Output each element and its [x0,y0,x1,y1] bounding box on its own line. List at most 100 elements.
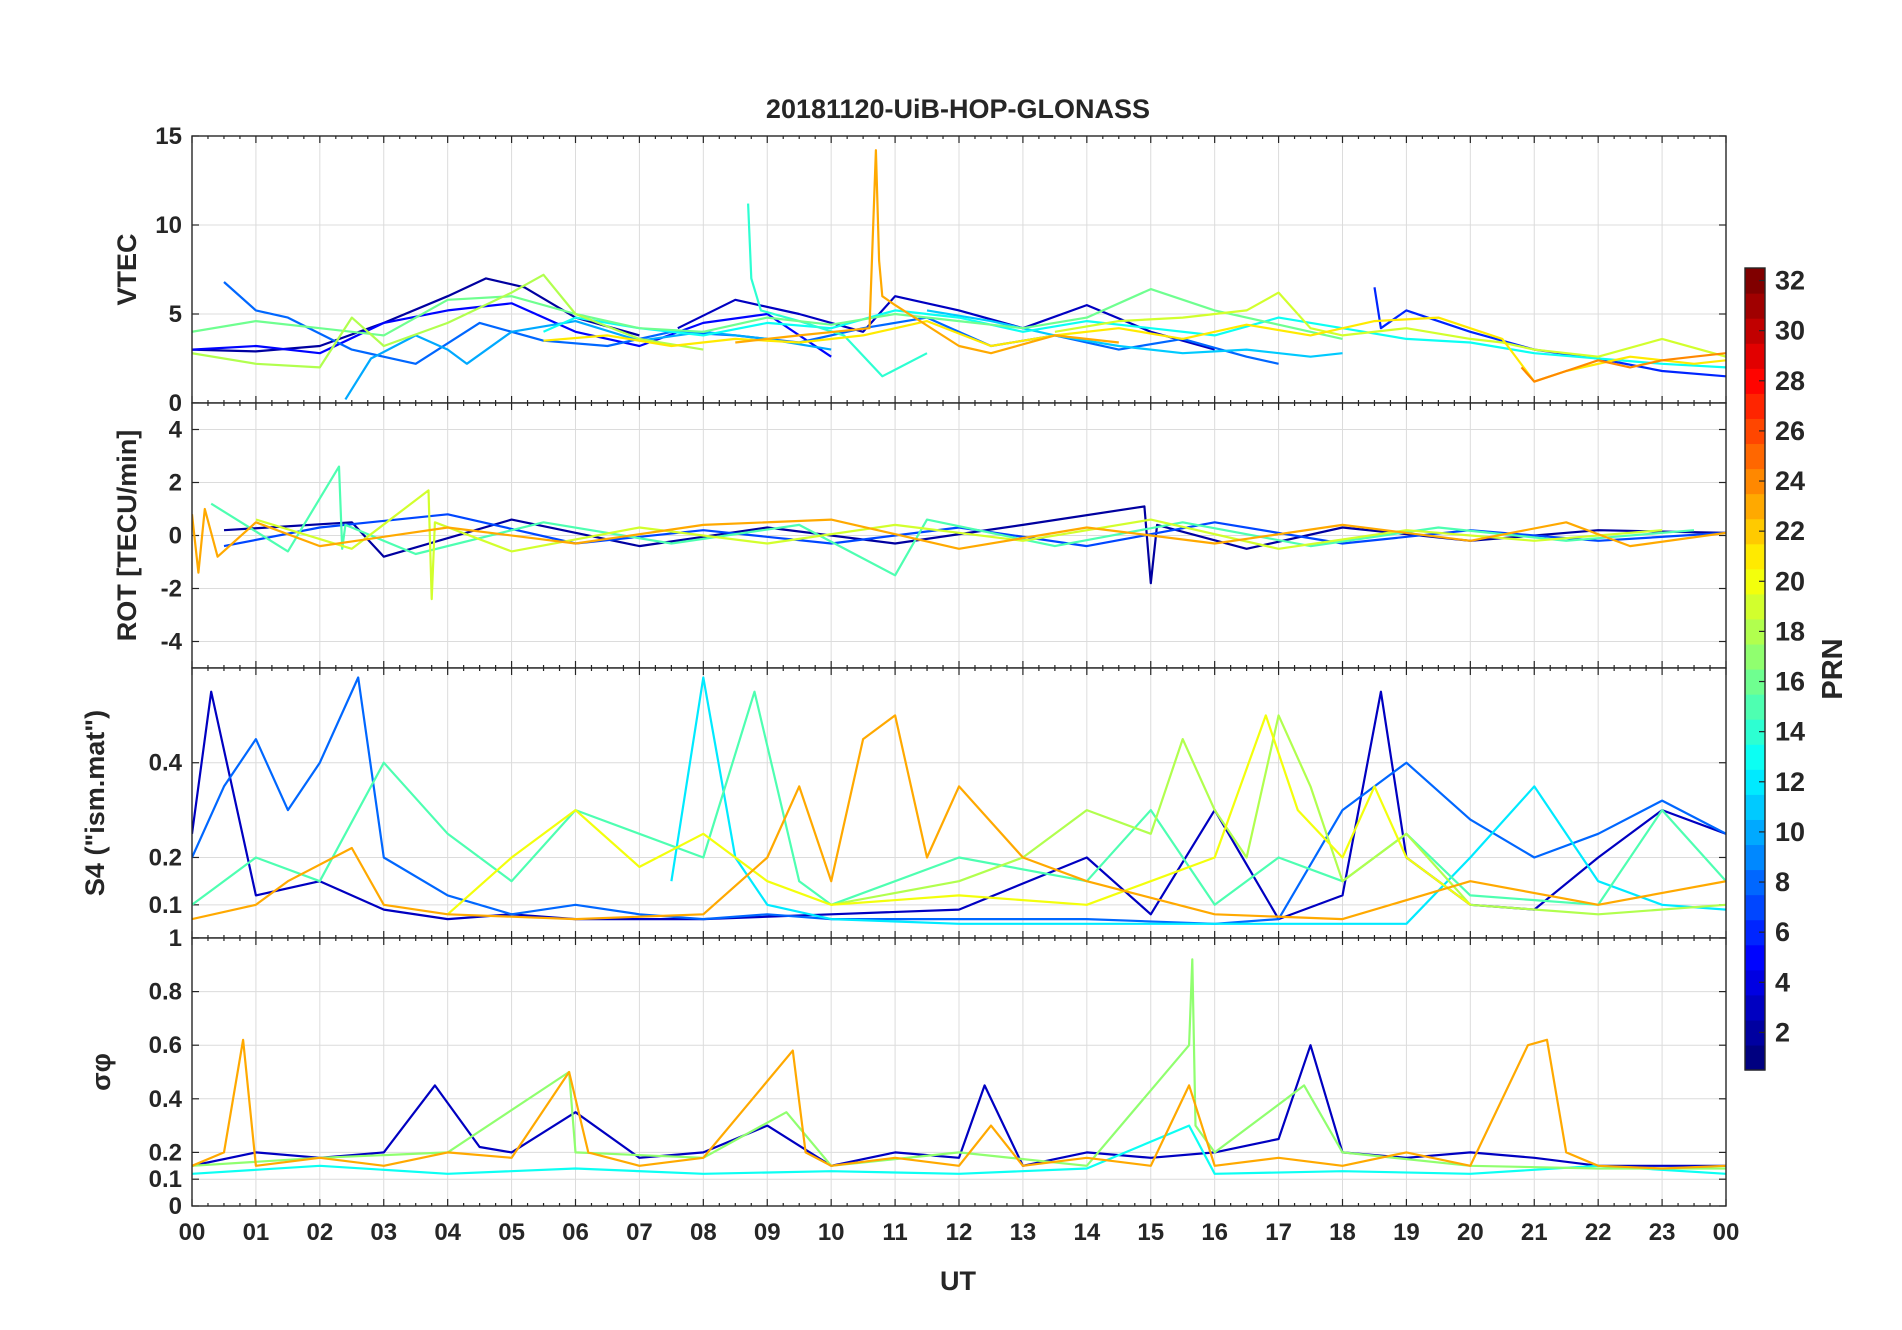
colorbar-segment [1745,443,1765,470]
colorbar-segment [1745,643,1765,670]
colorbar-tick-label: 2 [1775,1017,1790,1047]
colorbar-tick-label: 24 [1775,466,1805,496]
y-tick-label: 15 [155,123,182,150]
colorbar-tick-label: 10 [1775,817,1805,847]
colorbar-tick-label: 8 [1775,867,1790,897]
series-group [192,149,1726,400]
y-axis-label: σφ [86,1053,116,1091]
series-line-prn-16 [192,288,1343,340]
x-axis-label: UT [940,1266,976,1296]
series-line-prn-13 [192,1124,1726,1175]
series-line-prn-19 [1054,291,1726,358]
series-line-prn-12 [670,676,1726,925]
y-tick-label: 0.4 [149,750,183,777]
x-tick-label: 00 [179,1219,206,1246]
colorbar-segment [1745,894,1765,921]
y-tick-label: 10 [155,212,182,239]
colorbar-tick-label: 32 [1775,266,1805,296]
x-tick-label: 14 [1073,1219,1100,1246]
colorbar-tick-label: 26 [1775,416,1805,446]
series-line-prn-11 [926,309,1343,358]
y-tick-label: 0.4 [149,1086,183,1113]
y-tick-label: 1 [169,925,182,952]
colorbar-segment [1745,393,1765,419]
colorbar-segment [1745,368,1765,394]
colorbar-tick-label: 28 [1775,366,1805,396]
series-line-prn-23 [192,1038,1726,1170]
x-tick-label: 01 [243,1219,270,1246]
x-tick-label: 08 [690,1219,717,1246]
panel-s4: 0.1 0.2 0.4 S4 ("ism.mat") [80,667,1727,939]
x-tick-label: 19 [1393,1219,1420,1246]
y-tick-label: 4 [169,417,183,444]
series-line-prn-18 [831,714,1726,916]
x-tick-label: 17 [1265,1219,1292,1246]
series-line-prn-15 [192,690,1726,906]
series-line-prn-23 [735,149,1119,355]
x-tick-label: 20 [1457,1219,1484,1246]
x-tick-label: 05 [498,1219,525,1246]
y-tick-label: -2 [161,576,182,603]
colorbar-segment [1745,293,1765,319]
series-line-prn-24 [1520,352,1726,383]
x-tick-label: 21 [1521,1219,1548,1246]
colorbar-segment [1745,919,1765,946]
x-tick-label: 06 [562,1219,589,1246]
colorbar-label: PRN [1817,638,1849,699]
colorbar-segment [1745,694,1765,720]
colorbar-segment [1745,593,1765,620]
y-tick-label: 0.2 [149,1139,182,1166]
colorbar-segment [1745,769,1765,795]
y-tick-label: 0.1 [149,892,182,919]
colorbar-frame [1744,267,1766,1071]
colorbar-tick-label: 20 [1775,566,1805,596]
colorbar-segment [1745,468,1765,495]
colorbar-tick-label: 22 [1775,516,1805,546]
y-tick-label: 0 [169,390,182,417]
colorbar-segment [1745,518,1765,545]
series-line-prn-23 [192,507,1726,574]
series-line-prn-18 [192,273,704,369]
x-tick-label: 10 [818,1219,845,1246]
x-tick-label: 00 [1713,1219,1740,1246]
y-axis-label: ROT [TECU/min] [112,430,142,641]
colorbar-tick-label: 6 [1775,917,1790,947]
colorbar-segment [1745,268,1765,294]
panel-vtec: 0 5 10 15 VTEC [112,123,1727,417]
series-line-prn-8 [192,676,1726,925]
colorbar-segment [1745,969,1765,996]
colorbar-segment [1745,343,1765,369]
colorbar-tick-label: 12 [1775,767,1805,797]
series-line-prn-13 [543,309,1726,369]
colorbar-segment [1745,318,1765,344]
colorbar-tick-label: 30 [1775,316,1805,346]
series-line-prn-10 [344,320,832,400]
series-line-prn-20 [446,714,1471,916]
x-tick-label: 16 [1201,1219,1228,1246]
colorbar-segment [1745,869,1765,896]
y-tick-label: -4 [161,629,183,656]
colorbar-segment [1745,994,1765,1021]
colorbar-segment [1745,719,1765,745]
series-group [192,958,1726,1175]
panel-rot: -4 -2 0 2 4 ROT [TECU/min] [112,402,1727,669]
y-axis-label: S4 ("ism.mat") [80,710,110,896]
colorbar-segment [1745,568,1765,595]
series-line-prn-3 [677,295,1215,351]
y-tick-label: 0.2 [149,844,182,871]
x-tick-label: 02 [306,1219,333,1246]
x-tick-label: 11 [882,1219,907,1246]
colorbar-segment [1745,669,1765,695]
colorbar-segment [1745,418,1765,445]
x-tick-label: 15 [1137,1219,1164,1246]
colorbar-segment [1745,543,1765,570]
colorbar-segment [1745,618,1765,645]
colorbar-tick-label: 18 [1775,616,1805,646]
series-line-prn-15 [210,465,1695,577]
series-line-prn-19 [255,489,1663,601]
series-line-prn-2 [192,277,640,353]
colorbar-segment [1745,1019,1765,1046]
colorbar-segment [1745,1044,1765,1071]
